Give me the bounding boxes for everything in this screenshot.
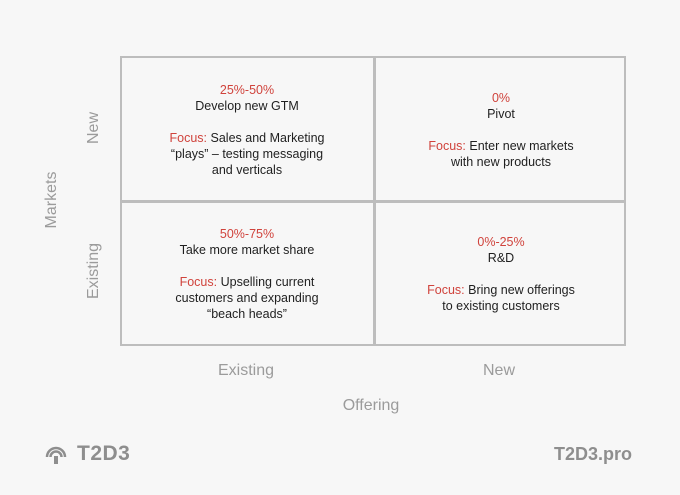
focus-text: and verticals <box>211 163 283 177</box>
quadrant-percent: 50%-75% <box>219 227 275 241</box>
focus-text: customers and expanding <box>175 291 319 305</box>
focus-label: Focus: <box>427 283 465 297</box>
quadrant-focus: Focus: Enter new markets <box>390 138 612 154</box>
brand-name: T2D3 <box>77 442 131 465</box>
quadrant-existing-markets-existing-offering: 50%-75% Take more market share Focus: Up… <box>136 226 358 322</box>
focus-text: Enter new markets <box>469 139 574 153</box>
quadrant-focus: Focus: Bring new offerings <box>390 282 612 298</box>
x-axis-label-existing: Existing <box>217 362 275 379</box>
y-axis-label-existing-text: Existing <box>85 242 102 300</box>
y-axis-label-new-text: New <box>85 111 102 145</box>
focus-label: Focus: <box>428 139 466 153</box>
quadrant-percent: 25%-50% <box>219 83 275 97</box>
quadrant-new-markets-existing-offering: 25%-50% Develop new GTM Focus: Sales and… <box>136 82 358 178</box>
focus-text: to existing customers <box>442 299 560 313</box>
quadrant-percent: 0% <box>491 91 511 105</box>
focus-label: Focus: <box>169 131 208 145</box>
focus-text: Upselling current <box>220 275 315 289</box>
quadrant-name: Pivot <box>487 107 515 121</box>
focus-text: Sales and Marketing <box>210 131 325 145</box>
x-axis-title: Offering <box>342 397 400 414</box>
quadrant-name: Develop new GTM <box>195 99 299 113</box>
matrix-grid: 25%-50% Develop new GTM Focus: Sales and… <box>120 56 626 346</box>
focus-text: Bring new offerings <box>468 283 575 297</box>
site-url: T2D3.pro <box>553 444 632 464</box>
y-axis-title-text: Markets <box>43 171 60 229</box>
quadrant-name: R&D <box>487 251 515 265</box>
quadrant-percent: 0%-25% <box>477 235 525 249</box>
quadrant-existing-markets-new-offering: 0%-25% R&D Focus: Bring new offerings to… <box>390 234 612 314</box>
x-axis-label-new: New <box>482 362 516 379</box>
focus-text: “beach heads” <box>207 307 287 321</box>
brand-logo: T2D3 <box>45 441 130 467</box>
quadrant-name: Take more market share <box>179 243 315 257</box>
horizontal-divider <box>122 200 624 203</box>
signal-icon <box>45 446 67 464</box>
quadrant-focus: Focus: Upselling current <box>136 274 358 290</box>
focus-text: “plays” – testing messaging <box>170 147 324 161</box>
quadrant-new-markets-new-offering: 0% Pivot Focus: Enter new markets with n… <box>390 90 612 170</box>
focus-text: with new products <box>450 155 552 169</box>
quadrant-focus: Focus: Sales and Marketing <box>136 130 358 146</box>
focus-label: Focus: <box>179 275 218 289</box>
